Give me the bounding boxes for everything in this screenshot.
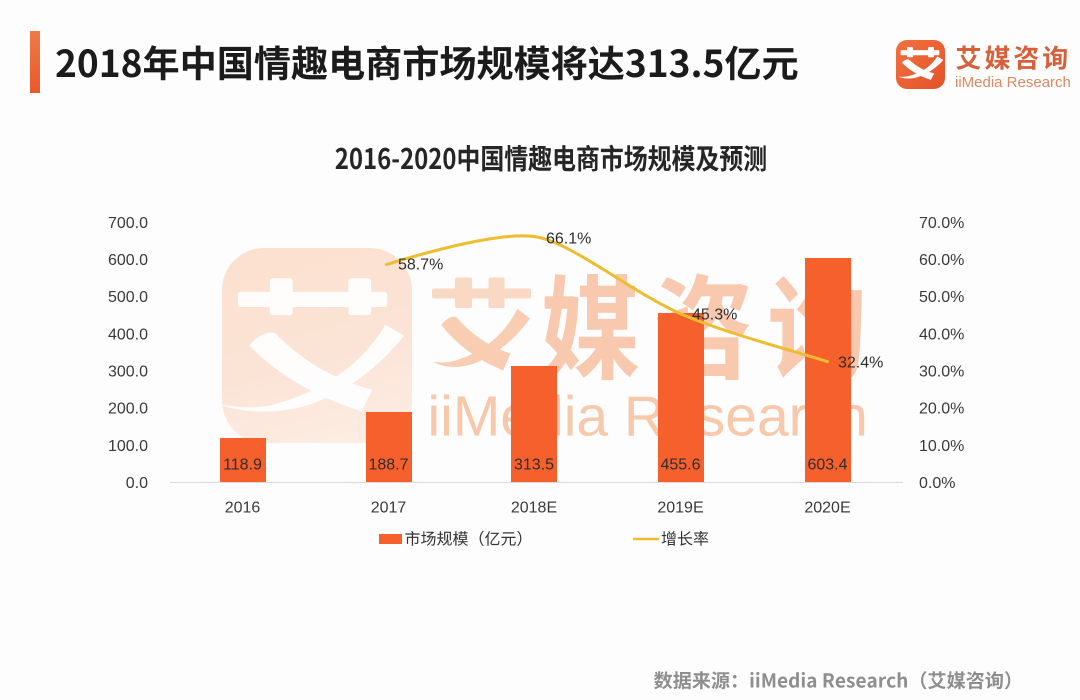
svg-text:32.4%: 32.4% [838, 355, 883, 372]
svg-text:0.0%: 0.0% [919, 475, 955, 492]
svg-text:50.0%: 50.0% [919, 289, 964, 306]
svg-text:10.0%: 10.0% [919, 438, 964, 455]
svg-text:313.5: 313.5 [514, 457, 554, 474]
svg-text:455.6: 455.6 [660, 457, 700, 474]
svg-text:118.9: 118.9 [223, 457, 262, 474]
svg-text:2017: 2017 [371, 500, 407, 517]
svg-text:700.0: 700.0 [108, 215, 148, 232]
svg-text:iiMedia Research: iiMedia Research [955, 74, 1071, 91]
svg-text:45.3%: 45.3% [692, 307, 737, 324]
svg-text:40.0%: 40.0% [919, 326, 964, 343]
svg-text:500.0: 500.0 [108, 289, 148, 306]
svg-text:200.0: 200.0 [108, 401, 148, 418]
svg-text:58.7%: 58.7% [398, 257, 443, 274]
svg-text:400.0: 400.0 [108, 326, 148, 343]
svg-text:66.1%: 66.1% [546, 231, 591, 248]
svg-text:70.0%: 70.0% [919, 215, 964, 232]
svg-text:2020E: 2020E [804, 500, 850, 517]
svg-text:20.0%: 20.0% [919, 401, 964, 418]
svg-text:600.0: 600.0 [108, 252, 148, 269]
svg-text:60.0%: 60.0% [919, 252, 964, 269]
svg-text:0.0: 0.0 [126, 475, 148, 492]
svg-text:2018E: 2018E [511, 500, 557, 517]
svg-text:603.4: 603.4 [807, 457, 847, 474]
svg-text:2019E: 2019E [657, 500, 703, 517]
svg-text:100.0: 100.0 [108, 438, 148, 455]
svg-text:188.7: 188.7 [368, 457, 408, 474]
svg-text:iiMedia Research: iiMedia Research [428, 385, 868, 449]
svg-text:2016: 2016 [225, 500, 261, 517]
svg-text:300.0: 300.0 [108, 364, 148, 381]
svg-text:30.0%: 30.0% [919, 364, 964, 381]
